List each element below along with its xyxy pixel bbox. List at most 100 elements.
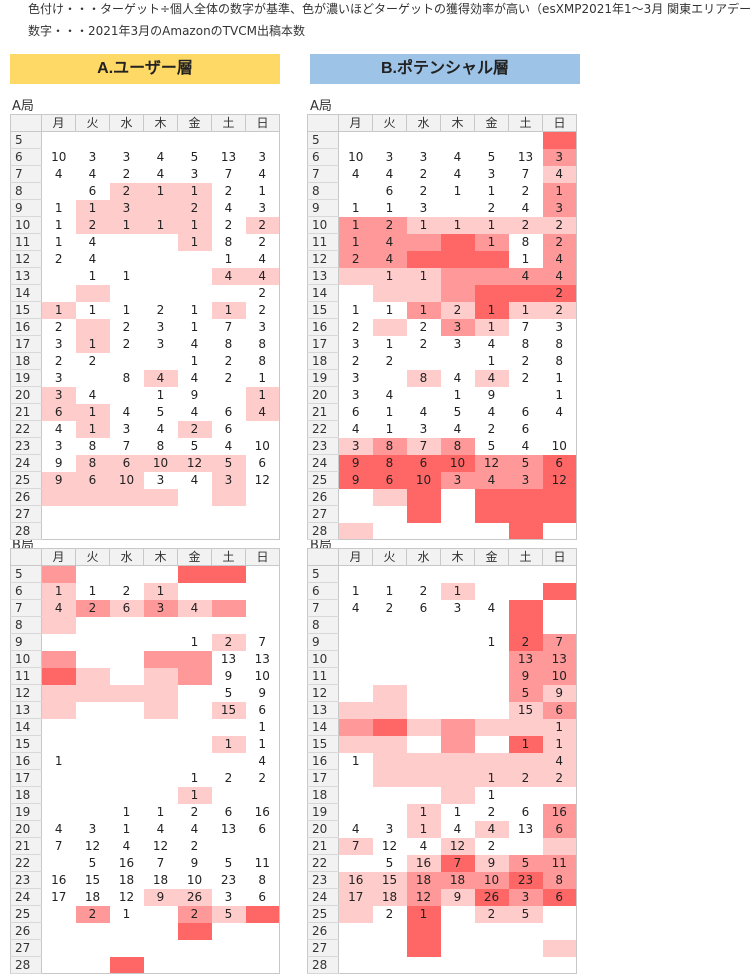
heatmap-cell: 1: [75, 199, 110, 217]
heatmap-cell: 1: [372, 267, 407, 285]
heatmap-cell: 2: [177, 905, 212, 923]
heatmap-cell: 2: [245, 284, 280, 302]
heatmap-cell: [508, 488, 543, 506]
heatmap-cell: 5: [211, 905, 246, 923]
day-header: 月: [41, 114, 76, 132]
heatmap-cell: 1: [385, 201, 394, 215]
heatmap-cell: [508, 718, 543, 736]
hour-label: 15: [307, 735, 339, 753]
hour-row: 23 16 15 18 18 10 23 8: [10, 871, 280, 889]
hour-label: 7: [307, 165, 339, 183]
heatmap-cell: [42, 770, 76, 787]
heatmap-cell: 8: [521, 235, 530, 249]
heatmap-cell: [542, 522, 577, 540]
heatmap-cell: [144, 719, 178, 736]
heatmap-cell: 4: [542, 165, 577, 183]
heatmap-cell: 2: [419, 167, 428, 181]
station-label: A局: [310, 99, 332, 114]
heatmap-cell: [440, 233, 475, 251]
heatmap-panel-user-a: 月火水木金土日 5 6 10 3 3 4 5 13 3 7 4 4 2 4 3 7 4 8 6 2 1 1 2 1 9 1 1 3 2 4 3…: [10, 114, 280, 540]
heatmap-cell: 1: [245, 182, 280, 200]
heatmap-cell: [212, 787, 246, 804]
heatmap-cell: 1: [75, 403, 110, 421]
day-header: 日: [542, 114, 577, 132]
heatmap-cell: 1: [453, 388, 462, 402]
heatmap-cell: [406, 956, 441, 974]
hour-row: 6 10 3 3 4 5 13 3: [10, 148, 280, 166]
heatmap-cell: 4: [211, 267, 246, 285]
heatmap-cell: [406, 752, 441, 770]
heatmap-cell: 1: [542, 386, 577, 404]
heatmap-cell: 3: [54, 371, 63, 385]
heatmap-cell: [144, 617, 178, 634]
heatmap-cell: 1: [406, 820, 441, 838]
heatmap-cell: [143, 701, 178, 719]
heatmap-cell: 6: [75, 471, 110, 489]
header-corner: [307, 548, 339, 566]
heatmap-cell: 10: [51, 150, 67, 164]
heatmap-cell: [42, 804, 76, 821]
heatmap-cell: [42, 132, 76, 149]
heatmap-cell: [508, 505, 543, 523]
potential-segment-header: B.ポテンシャル層: [310, 54, 580, 84]
day-header: 金: [474, 114, 509, 132]
heatmap-cell: 2: [122, 320, 131, 334]
heatmap-cell: 4: [453, 422, 462, 436]
heatmap-cell: [339, 787, 373, 804]
hour-row: 27: [307, 939, 577, 957]
heatmap-cell: [508, 752, 543, 770]
heatmap-cell: 26: [474, 888, 509, 906]
heatmap-cell: 3: [54, 337, 63, 351]
hour-row: 19 1 1 2 6 16: [307, 803, 577, 821]
heatmap-cell: 1: [338, 233, 373, 251]
heatmap-cell: [212, 719, 246, 736]
heatmap-cell: 1: [156, 805, 165, 819]
hour-label: 23: [10, 871, 42, 889]
hour-label: 22: [307, 854, 339, 872]
heatmap-cell: [177, 650, 212, 668]
heatmap-cell: [75, 284, 110, 302]
heatmap-cell: 10: [245, 667, 280, 685]
hour-label: 17: [307, 769, 339, 787]
heatmap-cell: [144, 285, 178, 302]
heatmap-cell: [76, 753, 110, 770]
heatmap-cell: 3: [338, 437, 373, 455]
heatmap-cell: 10: [542, 667, 577, 685]
heatmap-cell: [211, 565, 246, 583]
heatmap-cell: [440, 956, 475, 974]
heatmap-cell: 4: [351, 822, 360, 836]
heatmap-cell: [144, 268, 178, 285]
heatmap-cell: 4: [487, 405, 496, 419]
heatmap-cell: 4: [122, 405, 131, 419]
heatmap-table: 月火水木金土日 5 6 10 3 3 4 5 13 3 7 4 4 2 4 3 7 4 8 6 2 1 1 2 1 9 1 1 3 2 4 3…: [10, 114, 280, 540]
heatmap-cell: [212, 583, 246, 600]
hour-row: 18 1: [10, 786, 280, 804]
heatmap-cell: 6: [224, 422, 233, 436]
heatmap-cell: 1: [143, 582, 178, 600]
heatmap-cell: 2: [521, 184, 530, 198]
heatmap-cell: 6: [245, 454, 280, 472]
heatmap-cell: [338, 267, 373, 285]
heatmap-cell: [373, 668, 407, 685]
heatmap-cell: 10: [542, 437, 577, 455]
heatmap-cell: [372, 735, 407, 753]
heatmap-cell: [76, 923, 110, 940]
heatmap-cell: 4: [245, 165, 280, 183]
heatmap-cell: 4: [542, 267, 577, 285]
hour-row: 6 10 3 3 4 5 13 3: [307, 148, 577, 166]
heatmap-cell: 1: [351, 303, 360, 317]
heatmap-cell: 2: [542, 216, 577, 234]
heatmap-cell: [475, 940, 509, 957]
heatmap-cell: 16: [51, 873, 67, 887]
heatmap-cell: 9: [190, 388, 199, 402]
heatmap-cell: 6: [406, 454, 441, 472]
heatmap-cell: [76, 787, 110, 804]
heatmap-cell: 1: [41, 582, 76, 600]
heatmap-cell: [338, 956, 373, 974]
heatmap-cell: 6: [224, 805, 233, 819]
hour-row: 20 4 3 1 4 4 13 6: [307, 820, 577, 838]
heatmap-cell: 4: [190, 822, 199, 836]
heatmap-cell: [42, 634, 76, 651]
